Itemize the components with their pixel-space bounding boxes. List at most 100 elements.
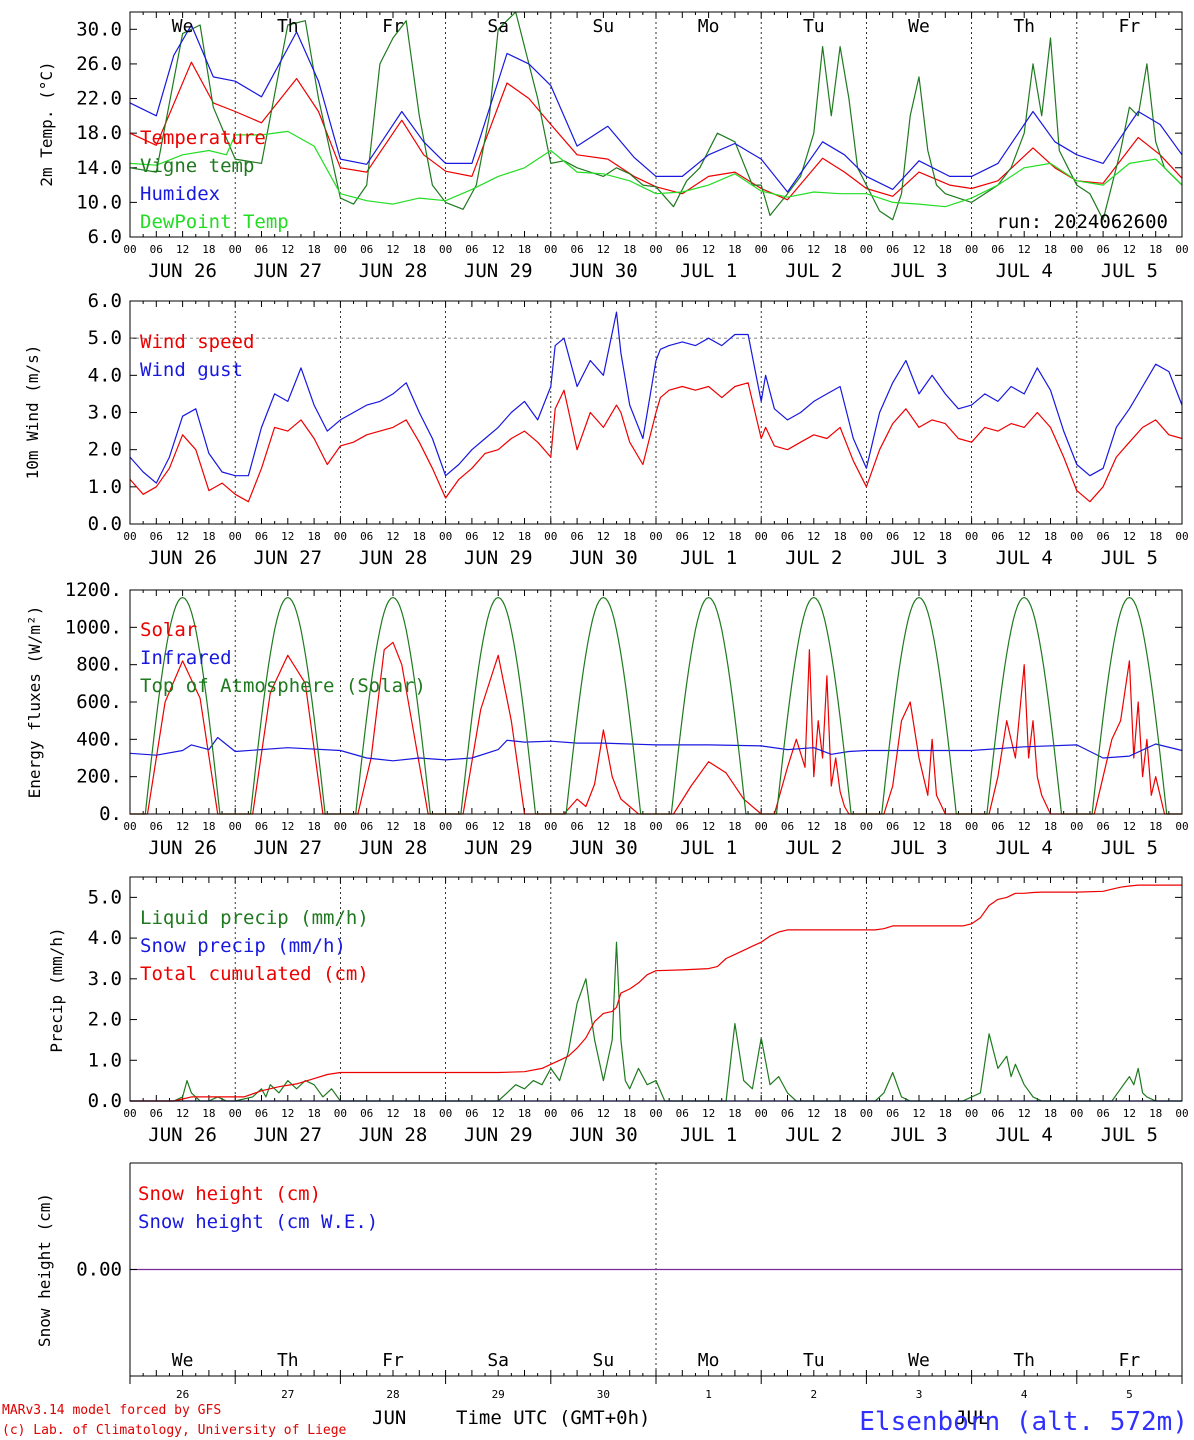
precip-panel: Precip (mm/h) 0.0 1.0 2.0 3.0 4.0 5.0 Liquid … xyxy=(47,876,1189,1146)
hour-tick-label: 18 xyxy=(1044,530,1057,543)
hour-tick-label: 06 xyxy=(886,243,899,256)
y-tick-label: 0.0 xyxy=(88,1090,122,1112)
date-label: JUL 3 xyxy=(890,1124,947,1146)
date-label: JUL 5 xyxy=(1101,837,1158,859)
temperature-frame xyxy=(129,11,1183,238)
energy-hour-labels: 00 06 12 18 00 06 12 18 00 06 12 18 00 06 12 18 00 06 12 18… xyxy=(123,820,1188,833)
hour-tick-label: 06 xyxy=(570,243,583,256)
y-tick-label: 1000. xyxy=(65,616,122,638)
hour-tick-label: 06 xyxy=(150,530,163,543)
hour-tick-label: 00 xyxy=(1175,820,1188,833)
precip-frame xyxy=(129,876,1183,1102)
hour-tick-label: 06 xyxy=(255,1107,268,1120)
precip-y-label: Precip (mm/h) xyxy=(47,927,66,1052)
hour-tick-label: 12 xyxy=(386,820,399,833)
snow-y-label: Snow height (cm) xyxy=(35,1193,54,1347)
hour-tick-label: 00 xyxy=(439,1107,452,1120)
date-label: JUL 4 xyxy=(996,837,1053,859)
hour-tick-label: 00 xyxy=(544,530,557,543)
hour-tick-label: 12 xyxy=(912,820,925,833)
y-tick-label: 26.0 xyxy=(76,53,122,75)
hour-tick-label: 06 xyxy=(676,530,689,543)
hour-tick-label: 06 xyxy=(991,530,1004,543)
day-name-label: Sa xyxy=(487,1350,509,1371)
station-label: Elsenborn (alt. 572m) xyxy=(859,1407,1188,1437)
hour-tick-label: 18 xyxy=(1149,1107,1162,1120)
hour-tick-label: 12 xyxy=(807,820,820,833)
date-label: JUN 28 xyxy=(359,547,428,569)
date-label: JUL 3 xyxy=(890,260,947,282)
hour-tick-label: 00 xyxy=(860,1107,873,1120)
temperature-date-labels: JUN 26 JUN 27 JUN 28 JUN 29 JUN 30 JUL 1 JUL 2… xyxy=(148,260,1158,282)
hour-tick-label: 18 xyxy=(939,243,952,256)
hour-tick-label: 12 xyxy=(492,243,505,256)
day-name-label: We xyxy=(908,16,930,37)
hour-tick-label: 06 xyxy=(991,243,1004,256)
date-label: JUL 2 xyxy=(785,260,842,282)
hour-tick-label: 18 xyxy=(1149,530,1162,543)
date-label: JUN 29 xyxy=(464,547,533,569)
hour-tick-label: 00 xyxy=(1175,243,1188,256)
y-tick-label: 2.0 xyxy=(88,1009,122,1031)
y-tick-label: 10.0 xyxy=(76,191,122,213)
hour-tick-label: 06 xyxy=(570,1107,583,1120)
y-tick-label: 14.0 xyxy=(76,157,122,179)
hour-tick-label: 06 xyxy=(570,820,583,833)
y-tick-label: 200. xyxy=(76,766,122,788)
hour-tick-label: 06 xyxy=(360,820,373,833)
hour-tick-label: 18 xyxy=(728,820,741,833)
day-name-label: Mo xyxy=(698,16,720,37)
hour-tick-label: 18 xyxy=(307,530,320,543)
hour-tick-label: 12 xyxy=(597,530,610,543)
hour-tick-label: 00 xyxy=(544,1107,557,1120)
hour-tick-label: 12 xyxy=(176,243,189,256)
hour-tick-label: 06 xyxy=(1096,243,1109,256)
date-label: JUN 28 xyxy=(359,260,428,282)
hour-tick-label: 12 xyxy=(281,820,294,833)
day-number-label: 5 xyxy=(1126,1388,1133,1401)
date-label: JUN 27 xyxy=(253,260,322,282)
day-name-label: Fr xyxy=(382,16,404,37)
hour-tick-label: 00 xyxy=(860,530,873,543)
hour-tick-label: 18 xyxy=(833,530,846,543)
y-tick-label: 4.0 xyxy=(88,364,122,386)
snow-day-names: We Th Fr Sa Su Mo Tu We Th Fr xyxy=(172,1350,1141,1371)
day-number-label: 30 xyxy=(597,1388,610,1401)
day-number-label: 29 xyxy=(492,1388,505,1401)
y-tick-label: 6.0 xyxy=(88,290,122,312)
precip-hour-labels: 00 06 12 18 00 06 12 18 00 06 12 18 00 06 12 18 00 06 12 18… xyxy=(123,1107,1188,1120)
hour-tick-label: 12 xyxy=(1018,1107,1031,1120)
hour-tick-label: 18 xyxy=(728,1107,741,1120)
hour-tick-label: 06 xyxy=(781,530,794,543)
hour-tick-label: 12 xyxy=(492,530,505,543)
hour-tick-label: 18 xyxy=(623,243,636,256)
date-label: JUN 27 xyxy=(253,837,322,859)
hour-tick-label: 00 xyxy=(439,243,452,256)
series-humidex xyxy=(129,24,1183,193)
bottom-day-numbers: 26 27 28 29 30 1 2 3 4 5 xyxy=(176,1388,1133,1401)
date-label: JUN 26 xyxy=(148,547,217,569)
hour-tick-label: 00 xyxy=(1070,530,1083,543)
hour-tick-label: 12 xyxy=(597,1107,610,1120)
hour-tick-label: 12 xyxy=(1123,530,1136,543)
hour-tick-label: 18 xyxy=(623,820,636,833)
date-label: JUL 2 xyxy=(785,547,842,569)
hour-tick-label: 06 xyxy=(1096,530,1109,543)
hour-tick-label: 12 xyxy=(176,1107,189,1120)
date-label: JUL 4 xyxy=(996,260,1053,282)
hour-tick-label: 12 xyxy=(1018,243,1031,256)
hour-tick-label: 06 xyxy=(150,1107,163,1120)
date-label: JUL 4 xyxy=(996,547,1053,569)
wind-hour-labels: 00 06 12 18 00 06 12 18 00 06 12 18 00 06 12 18 00 06 12 18… xyxy=(123,530,1188,543)
hour-tick-label: 18 xyxy=(1149,820,1162,833)
legend-vigne-temp: Vigne temp xyxy=(140,155,254,177)
hour-tick-label: 18 xyxy=(202,1107,215,1120)
y-tick-label: 2.0 xyxy=(88,439,122,461)
legend-humidex: Humidex xyxy=(140,183,220,205)
snow-y-tick-labels: 0.00 xyxy=(76,1259,122,1281)
legend-solar: Solar xyxy=(140,619,197,641)
y-tick-label: 1.0 xyxy=(88,476,122,498)
hour-tick-label: 00 xyxy=(229,1107,242,1120)
hour-tick-label: 18 xyxy=(518,243,531,256)
